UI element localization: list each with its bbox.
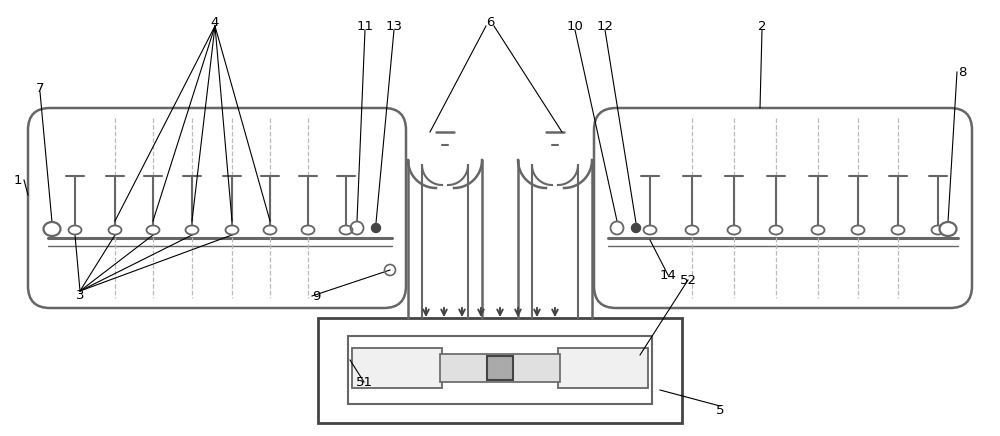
Ellipse shape xyxy=(44,222,60,236)
Bar xyxy=(440,354,560,382)
Text: 1: 1 xyxy=(14,174,22,187)
Text: 10: 10 xyxy=(567,20,583,33)
Ellipse shape xyxy=(68,225,82,235)
Text: 52: 52 xyxy=(680,273,696,286)
Ellipse shape xyxy=(770,225,782,235)
Ellipse shape xyxy=(852,225,864,235)
Circle shape xyxy=(632,224,640,232)
Text: 5: 5 xyxy=(716,403,724,416)
Circle shape xyxy=(372,224,380,232)
Ellipse shape xyxy=(728,225,740,235)
Bar xyxy=(352,348,442,388)
Ellipse shape xyxy=(932,225,944,235)
Bar xyxy=(318,318,682,423)
Ellipse shape xyxy=(892,225,904,235)
Ellipse shape xyxy=(686,225,698,235)
Text: 51: 51 xyxy=(356,375,372,388)
Text: 7: 7 xyxy=(36,82,44,95)
Ellipse shape xyxy=(226,225,239,235)
Text: 9: 9 xyxy=(312,290,320,303)
Ellipse shape xyxy=(264,225,276,235)
Bar xyxy=(558,348,648,388)
Ellipse shape xyxy=(812,225,824,235)
Ellipse shape xyxy=(186,225,198,235)
Ellipse shape xyxy=(940,222,956,236)
Bar xyxy=(487,356,513,380)
Ellipse shape xyxy=(146,225,160,235)
Ellipse shape xyxy=(302,225,314,235)
Text: 3: 3 xyxy=(76,289,84,302)
Ellipse shape xyxy=(108,225,122,235)
Text: 13: 13 xyxy=(386,20,402,33)
Text: 8: 8 xyxy=(958,65,966,78)
Ellipse shape xyxy=(644,225,656,235)
Bar xyxy=(348,336,652,404)
Text: 6: 6 xyxy=(486,16,494,28)
Text: 4: 4 xyxy=(211,16,219,28)
Ellipse shape xyxy=(340,225,352,235)
Text: 11: 11 xyxy=(356,20,374,33)
Text: 14: 14 xyxy=(660,269,676,282)
Text: 2: 2 xyxy=(758,20,766,33)
Text: 12: 12 xyxy=(596,20,614,33)
